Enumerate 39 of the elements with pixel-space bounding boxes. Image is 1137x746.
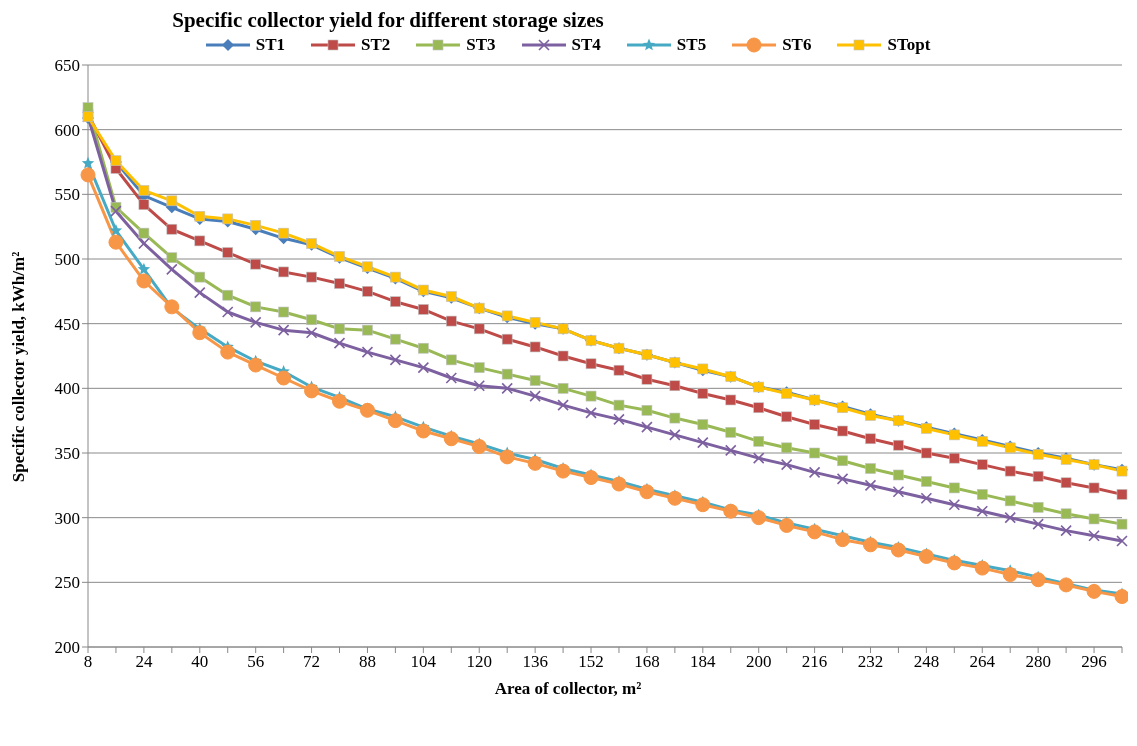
y-tick-label: 300	[54, 508, 80, 528]
y-tick-label: 400	[54, 379, 80, 399]
y-tick-label: 550	[54, 185, 80, 205]
x-tick-label: 280	[1025, 652, 1051, 672]
legend-label: ST1	[255, 35, 285, 55]
y-axis-title: Specific collector yield, kWh/m²	[9, 251, 29, 483]
x-tick-label: 232	[857, 652, 884, 672]
y-tick-label: 200	[54, 638, 80, 658]
legend-label: ST4	[571, 35, 601, 55]
x-tick-label: 40	[191, 652, 209, 672]
x-tick-label: 72	[303, 652, 321, 672]
x-tick-label: 152	[578, 652, 604, 672]
y-tick-label: 600	[54, 120, 80, 140]
legend-label: ST3	[466, 35, 496, 55]
y-tick-label: 450	[54, 314, 80, 334]
x-tick-label: 104	[410, 652, 437, 672]
x-tick-label: 136	[522, 652, 548, 672]
x-tick-label: 216	[801, 652, 828, 672]
y-tick-label: 500	[54, 250, 80, 270]
x-tick-label: 24	[135, 652, 153, 672]
x-tick-label: 120	[466, 652, 492, 672]
x-tick-label: 248	[913, 652, 940, 672]
x-tick-label: 264	[969, 652, 996, 672]
legend-label: ST5	[676, 35, 707, 55]
legend-label: STopt	[887, 35, 931, 55]
legend-label: ST2	[360, 35, 391, 55]
x-tick-label: 8	[83, 652, 93, 672]
x-tick-label: 56	[247, 652, 265, 672]
x-tick-label: 200	[745, 652, 772, 672]
x-tick-label: 184	[690, 652, 717, 672]
y-tick-label: 650	[54, 56, 80, 76]
chart-title: Specific collector yield for different storage sizes	[171, 8, 605, 33]
x-tick-label: 88	[358, 652, 376, 672]
x-tick-label: 296	[1081, 652, 1107, 672]
y-tick-label: 350	[54, 444, 80, 464]
x-axis-title: Area of collector, m²	[493, 679, 643, 699]
x-tick-label: 168	[634, 652, 660, 672]
y-tick-label: 250	[54, 573, 80, 593]
legend-label: ST6	[782, 35, 812, 55]
